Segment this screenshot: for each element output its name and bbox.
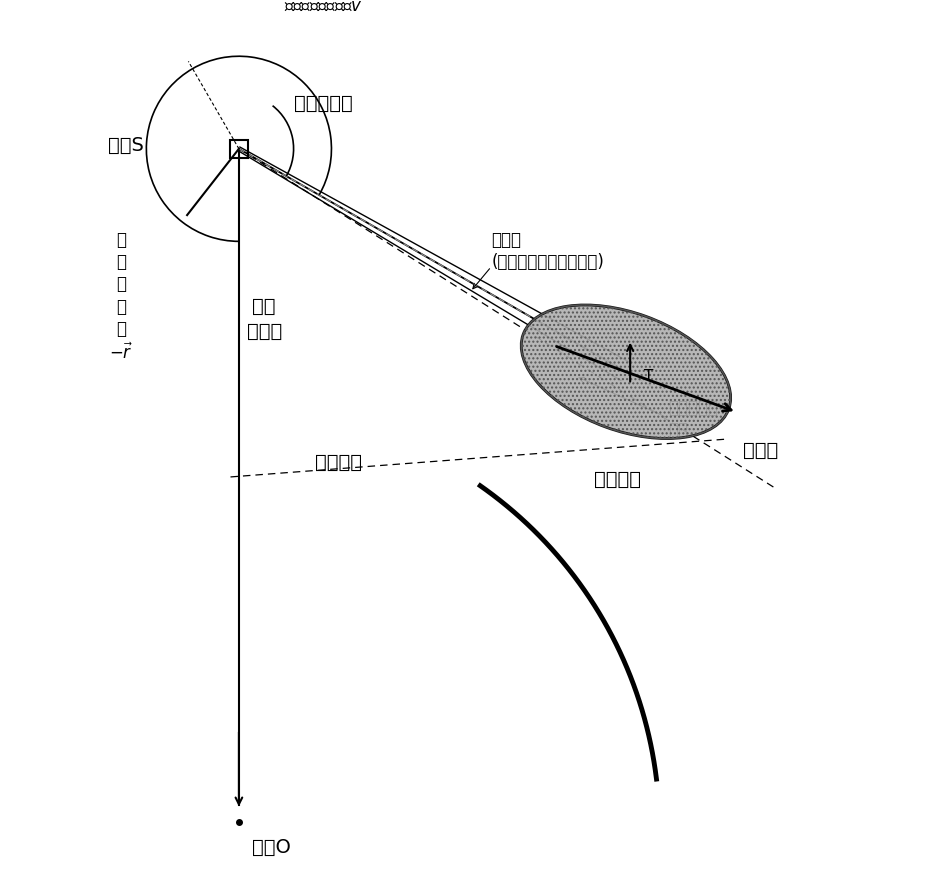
Text: 目标区域: 目标区域 <box>594 469 641 488</box>
Text: 卫星S: 卫星S <box>108 136 144 155</box>
Text: T: T <box>644 369 654 384</box>
Text: 距离
指向角: 距离 指向角 <box>247 297 282 341</box>
Ellipse shape <box>521 306 731 439</box>
Text: 地球表面: 地球表面 <box>315 453 362 471</box>
Text: 方位向
(卫星运动地面投影方向): 方位向 (卫星运动地面投影方向) <box>492 230 605 270</box>
Text: 波束中心线
指向: 波束中心线 指向 <box>668 399 718 439</box>
Text: 方位指向角: 方位指向角 <box>293 94 352 113</box>
Text: 距离向: 距离向 <box>743 441 778 460</box>
Text: 卫星轨道运动方向$\bar{v}$: 卫星轨道运动方向$\bar{v}$ <box>285 0 363 15</box>
Bar <box>230 140 248 159</box>
Text: 地心O: 地心O <box>251 837 290 856</box>
Text: 星
下
点
方
向
$-\vec{r}$: 星 下 点 方 向 $-\vec{r}$ <box>109 231 133 363</box>
